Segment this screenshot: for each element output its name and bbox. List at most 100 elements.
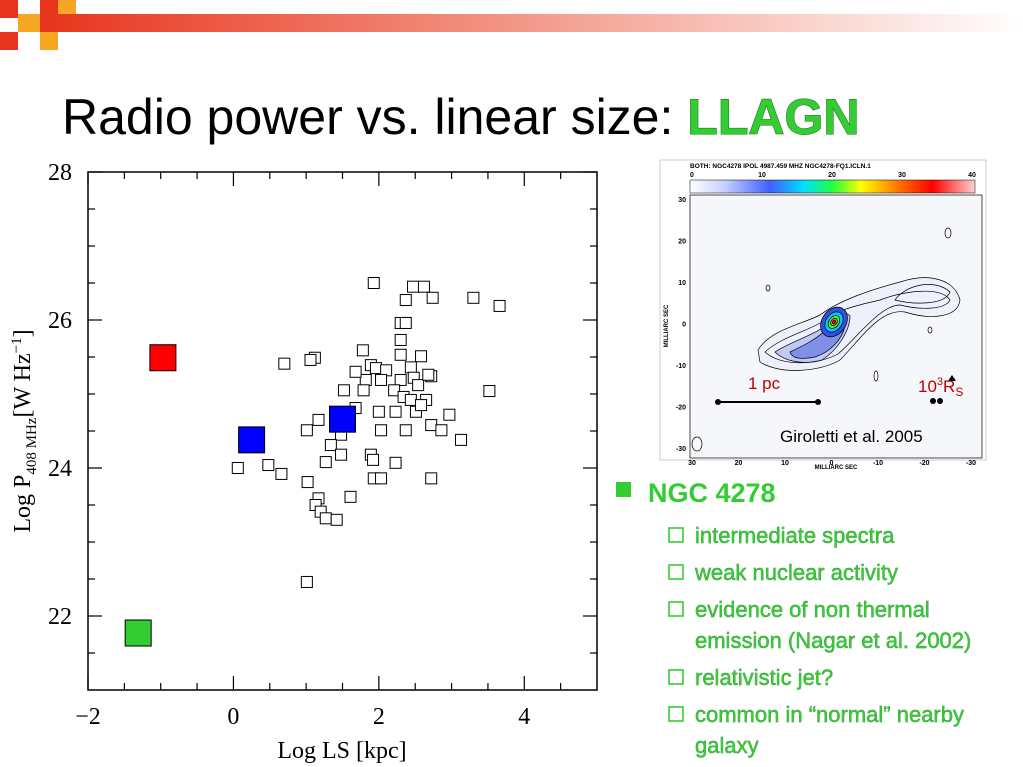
radio-figure: BOTH: NGC4278 IPOL 4987.459 MHZ NGC4278-… <box>659 159 987 471</box>
title-highlight: LLAGN <box>687 89 859 145</box>
point-open <box>335 448 348 461</box>
point-open <box>375 472 388 485</box>
x-tick-label: 4 <box>518 704 530 730</box>
point-open <box>435 424 448 437</box>
point-open <box>412 379 425 392</box>
colorbar-tick-label: 0 <box>690 172 694 179</box>
bullet-box <box>668 564 684 580</box>
point-filled <box>149 344 177 372</box>
figure-x-tick: -10 <box>873 460 883 467</box>
point-open <box>455 433 468 446</box>
y-tick-label: 28 <box>48 160 72 186</box>
point-open <box>278 357 291 370</box>
figure-credit: Giroletti et al. 2005 <box>780 427 923 446</box>
point-open <box>399 294 412 307</box>
y-axis-label-part: ] <box>10 329 36 337</box>
point-open <box>389 456 402 469</box>
point-open <box>443 408 456 421</box>
bullet-items: intermediate spectra weak nuclear activit… <box>668 523 972 758</box>
figure-x-tick: -30 <box>966 460 976 467</box>
point-open <box>330 513 343 526</box>
point-open <box>389 405 402 418</box>
colorbar-tick-label: 40 <box>968 172 976 179</box>
figure-y-tick: 20 <box>678 239 686 246</box>
point-open <box>344 490 357 503</box>
point-open <box>319 456 332 469</box>
bullet-item: emission (Nagar et al. 2002) <box>695 628 971 653</box>
point-open <box>359 373 372 386</box>
point-filled <box>124 619 152 647</box>
point-open <box>415 399 428 412</box>
colorbar-tick-label: 20 <box>828 172 836 179</box>
point-filled <box>238 426 266 454</box>
point-open <box>375 373 388 386</box>
x-tick-label: 0 <box>227 704 239 730</box>
point-open <box>425 419 438 432</box>
point-open <box>324 439 337 452</box>
point-open <box>367 277 380 289</box>
point-open <box>415 350 428 363</box>
scale-rs-sub: S <box>955 385 963 399</box>
figure-header: BOTH: NGC4278 IPOL 4987.459 MHZ NGC4278-… <box>690 163 871 170</box>
point-open <box>312 413 325 426</box>
scale-rs-sup: 3 <box>937 376 943 388</box>
y-axis-label-part: Log P <box>10 475 36 533</box>
y-axis-label-part: [W Hz <box>10 353 36 417</box>
figure-x-tick: 20 <box>735 460 743 467</box>
bullet-item: evidence of non thermal <box>695 597 930 622</box>
y-axis-label: Log P408 MHz[W Hz−1] <box>9 329 40 532</box>
colorbar <box>689 179 976 194</box>
point-open <box>394 373 407 386</box>
y-tick-label: 22 <box>48 604 72 630</box>
scale-pc: 1 pc <box>748 374 781 393</box>
figure-y-tick: -20 <box>676 405 686 412</box>
colorbar-tick-label: 30 <box>898 172 906 179</box>
point-open <box>388 384 401 397</box>
figure-x-tick: 10 <box>781 460 789 467</box>
figure-y-tick: 10 <box>678 280 686 287</box>
contours <box>691 227 961 452</box>
point-open <box>372 405 385 418</box>
point-open <box>467 291 480 304</box>
scale-rs-main: R <box>943 377 955 396</box>
bullet-box <box>668 669 684 685</box>
point-open <box>262 459 275 472</box>
figure-y-tick: -10 <box>676 363 686 370</box>
bullet-square <box>616 482 631 497</box>
point-open <box>356 344 369 357</box>
bullet-item: galaxy <box>695 733 759 758</box>
bullet-main: NGC 4278 <box>648 478 776 508</box>
slide-title: Radio power vs. linear size: LLAGN <box>62 89 859 145</box>
bullet-item: intermediate spectra <box>695 523 895 548</box>
figure-y-tick: 0 <box>682 322 686 329</box>
figure-x-tick: 30 <box>688 460 696 467</box>
point-open <box>422 368 435 381</box>
scale-rs-base: 10 <box>918 377 937 396</box>
point-open <box>399 424 412 437</box>
bullet-item: common in “normal” nearby <box>695 702 964 727</box>
point-open <box>367 453 380 466</box>
x-axis-label: Log LS [kpc] <box>277 738 406 764</box>
point-open <box>417 280 430 293</box>
y-axis-label-part: −1 <box>9 337 25 353</box>
point-open <box>349 365 362 378</box>
point-open <box>301 476 314 489</box>
point-open <box>394 333 407 346</box>
point-open <box>357 384 370 397</box>
point-open <box>407 280 420 293</box>
y-tick-label: 26 <box>48 308 72 334</box>
figure-ylabel: MILLIARC SEC <box>664 304 670 347</box>
title-text: Radio power vs. linear size: <box>62 89 687 145</box>
point-open <box>394 348 407 361</box>
bullet-box <box>668 706 684 722</box>
bullet-item: relativistic jet? <box>695 665 833 690</box>
point-open <box>404 393 417 406</box>
point-open <box>426 291 439 304</box>
point-filled <box>329 405 356 433</box>
header-decoration <box>0 0 1023 50</box>
point-open <box>275 467 288 480</box>
